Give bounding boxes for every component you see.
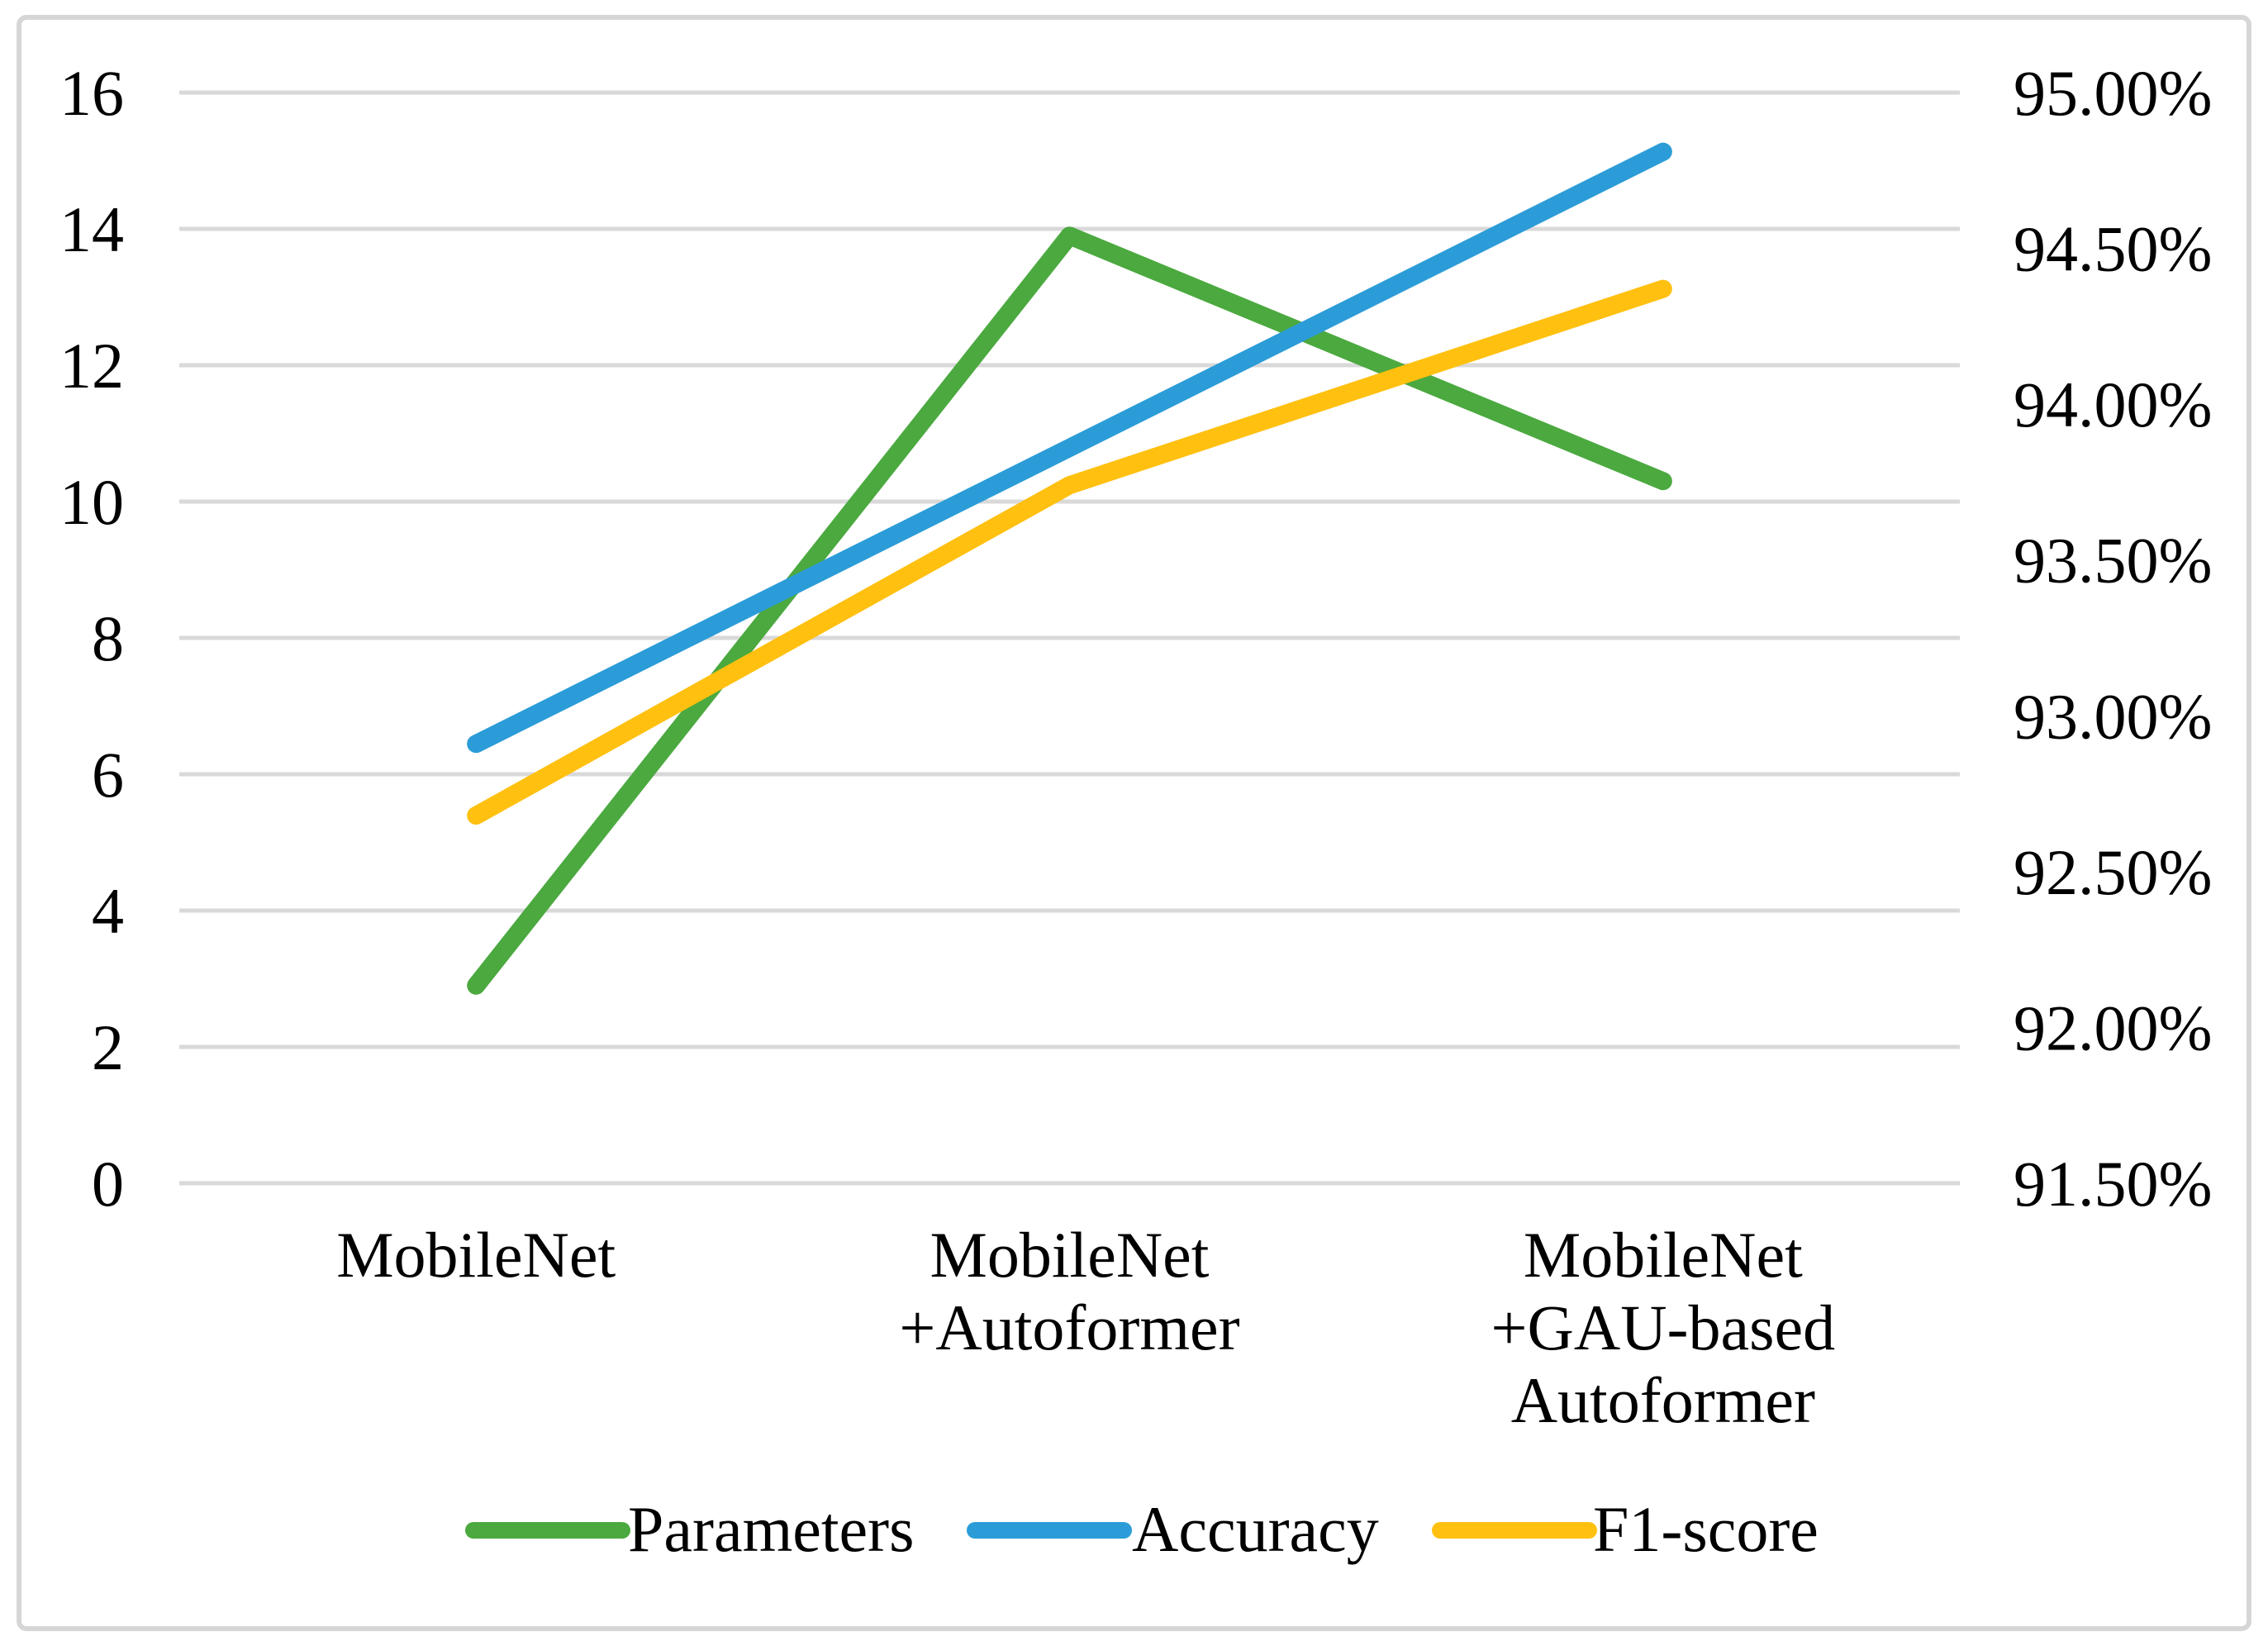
left-axis-tick-label: 4 xyxy=(92,875,124,947)
left-axis-tick-label: 0 xyxy=(92,1148,124,1220)
series-line-accuracy xyxy=(467,142,1672,754)
figure-border xyxy=(17,15,2251,1631)
right-axis-tick-label: 93.00% xyxy=(2014,680,2212,752)
x-axis-category-label-line: +Autoformer xyxy=(899,1292,1239,1363)
left-axis-tick-label: 16 xyxy=(59,57,124,129)
left-axis-tick-label: 6 xyxy=(92,739,124,811)
x-axis-category-label-line: +GAU-based xyxy=(1491,1292,1836,1363)
left-axis-tick-label: 10 xyxy=(59,466,124,538)
legend-label-parameters: Parameters xyxy=(628,1493,915,1565)
x-axis-category-label-line: MobileNet xyxy=(930,1219,1210,1291)
x-axis-category-label-line: MobileNet xyxy=(336,1219,616,1291)
x-axis-category-label-line: Autoformer xyxy=(1511,1364,1815,1436)
right-axis-tick-label: 95.00% xyxy=(2014,57,2212,129)
right-axis-tick-label: 93.50% xyxy=(2014,525,2212,597)
series-line-parameters xyxy=(467,226,1672,995)
right-axis-tick-label: 94.50% xyxy=(2014,213,2212,285)
right-axis-tick-label: 92.50% xyxy=(2014,836,2212,908)
legend-label-f1-score: F1-score xyxy=(1593,1493,1819,1565)
x-axis-category-label: MobileNet +GAU-based Autoformer xyxy=(1491,1219,1836,1436)
right-axis-tick-label: 94.00% xyxy=(2014,369,2212,440)
right-axis-tick-label: 91.50% xyxy=(2014,1148,2212,1220)
x-axis-category-label: MobileNet xyxy=(336,1219,616,1291)
left-axis-tick-label: 14 xyxy=(59,193,124,265)
right-axis-tick-label: 92.00% xyxy=(2014,992,2212,1063)
x-axis-category-label: MobileNet +Autoformer xyxy=(899,1219,1239,1363)
series-line-f1-score xyxy=(467,279,1672,825)
legend-label-accuracy: Accuracy xyxy=(1132,1493,1379,1565)
left-axis-tick-label: 12 xyxy=(59,330,124,402)
left-axis-tick-label: 8 xyxy=(92,602,124,674)
left-axis-tick-label: 2 xyxy=(92,1011,124,1083)
x-axis-category-label-line: MobileNet xyxy=(1524,1219,1803,1291)
